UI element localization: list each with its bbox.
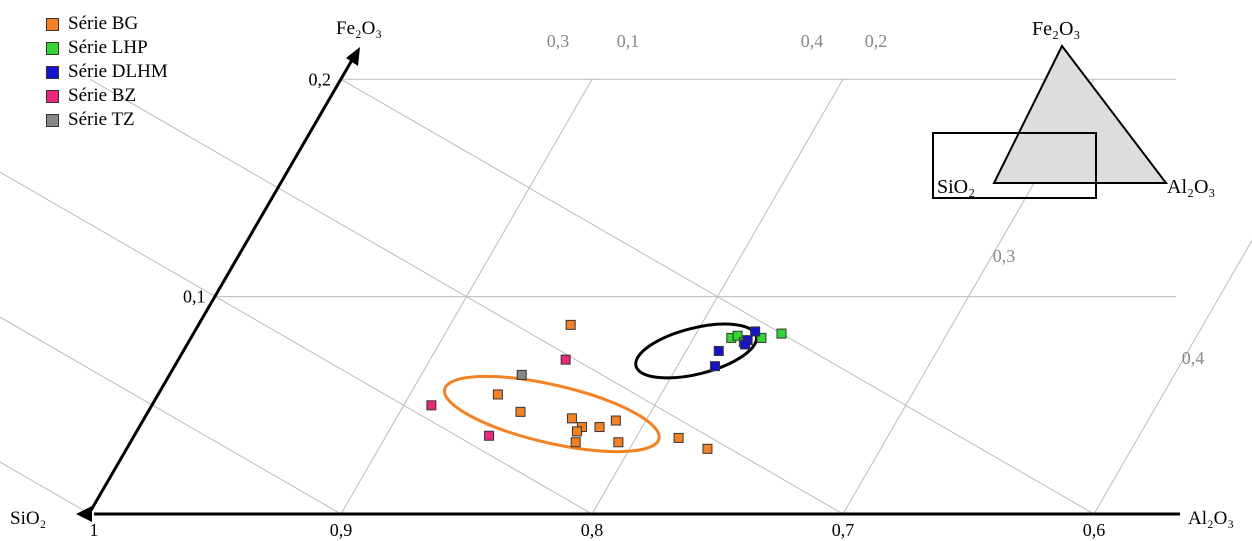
grid-label: 0,3 — [993, 246, 1016, 266]
inset-label-al2o3: Al₂O₃ — [1167, 176, 1215, 198]
axis-labels: SiO₂ Al₂O₃ Fe₂O₃ — [10, 18, 1234, 529]
point-s-rie-dlhm — [709, 361, 720, 372]
bottom-tick-label: 1 — [90, 520, 99, 540]
legend-label: Série DLHM — [68, 61, 168, 82]
tick-labels: 1 0,9 0,8 0,7 0,6 0,1 0,2 0,3 0,1 0,4 0,2 0,3 0,4 — [90, 31, 1205, 540]
grid-label: 0,1 — [617, 31, 640, 51]
legend-swatch — [46, 17, 59, 31]
grid-label: 0,3 — [547, 31, 570, 51]
point-s-rie-lhp — [776, 328, 787, 339]
legend-label: Série LHP — [68, 37, 148, 58]
grid-label: 0,4 — [801, 31, 824, 51]
grid-line-diagonal-down — [340, 78, 1095, 515]
grid-line-diagonal-up — [1093, 239, 1252, 515]
group-ellipse — [442, 374, 661, 454]
inset-diagram: Fe₂O₃ SiO₂ Al₂O₃ — [932, 18, 1215, 199]
legend-item-s-rie-tz: Série TZ — [46, 108, 168, 132]
grid-label: 0,4 — [1182, 348, 1205, 368]
inset-triangle — [992, 44, 1169, 184]
legend-item-s-rie-dlhm: Série DLHM — [46, 60, 168, 84]
inset-label-sio2: SiO₂ — [937, 176, 975, 198]
inset-label-fe2o3: Fe₂O₃ — [1032, 18, 1080, 40]
grid-line-diagonal-down — [0, 461, 91, 515]
legend-item-s-rie-bz: Série BZ — [46, 84, 168, 108]
axes — [76, 47, 1180, 522]
point-s-rie-dlhm — [713, 345, 724, 356]
legend-item-s-rie-bg: Série BG — [46, 12, 168, 36]
point-s-rie-bg — [702, 443, 713, 454]
bottom-axis-arrow-left — [76, 506, 92, 522]
point-s-rie-tz — [516, 369, 527, 380]
point-s-rie-bg — [594, 422, 605, 433]
bottom-tick-label: 0,9 — [330, 520, 353, 540]
bottom-tick-label: 0,6 — [1083, 520, 1106, 540]
grid-line-diagonal-down — [89, 78, 844, 515]
point-s-rie-bg — [570, 437, 581, 448]
inset-zoom-box — [932, 132, 1097, 199]
point-s-rie-lhp — [756, 332, 767, 343]
legend-label: Série BG — [68, 13, 139, 34]
ellipses — [442, 322, 759, 454]
point-s-rie-bz — [484, 430, 495, 441]
point-s-rie-bz — [426, 400, 437, 411]
legend: Série BG Série LHP Série DLHM Série BZ Série… — [46, 12, 168, 132]
point-s-rie-bg — [566, 413, 577, 424]
legend-swatch — [46, 41, 59, 55]
point-s-rie-bg — [565, 319, 576, 330]
group-ellipse — [634, 322, 759, 380]
point-s-rie-bg — [673, 432, 684, 443]
point-s-rie-bg — [610, 415, 621, 426]
point-s-rie-bg — [515, 406, 526, 417]
point-s-rie-bg — [571, 426, 582, 437]
point-s-rie-bg — [492, 389, 503, 400]
grid-label: 0,2 — [865, 31, 888, 51]
left-axis — [88, 59, 354, 513]
point-s-rie-bz — [560, 354, 571, 365]
legend-label: Série BZ — [68, 85, 137, 106]
origin-axis-label: SiO₂ — [10, 508, 46, 529]
bottom-tick-label: 0,7 — [832, 520, 855, 540]
legend-item-s-rie-lhp: Série LHP — [46, 36, 168, 60]
legend-swatch — [46, 113, 59, 127]
legend-label: Série TZ — [68, 109, 135, 130]
legend-swatch — [46, 89, 59, 103]
bottom-axis-label: Al₂O₃ — [1188, 508, 1234, 529]
grid-line-diagonal-down — [0, 316, 342, 515]
legend-swatch — [46, 65, 59, 79]
point-s-rie-lhp — [732, 330, 743, 341]
point-s-rie-dlhm — [750, 326, 761, 337]
left-tick-label: 0,2 — [309, 69, 332, 89]
point-s-rie-bg — [613, 437, 624, 448]
left-tick-label: 0,1 — [183, 287, 206, 307]
left-axis-label: Fe₂O₃ — [336, 18, 382, 39]
bottom-tick-label: 0,8 — [581, 520, 604, 540]
data-points — [426, 319, 787, 454]
point-s-rie-dlhm — [740, 339, 751, 350]
left-axis-arrow-top — [346, 47, 360, 66]
